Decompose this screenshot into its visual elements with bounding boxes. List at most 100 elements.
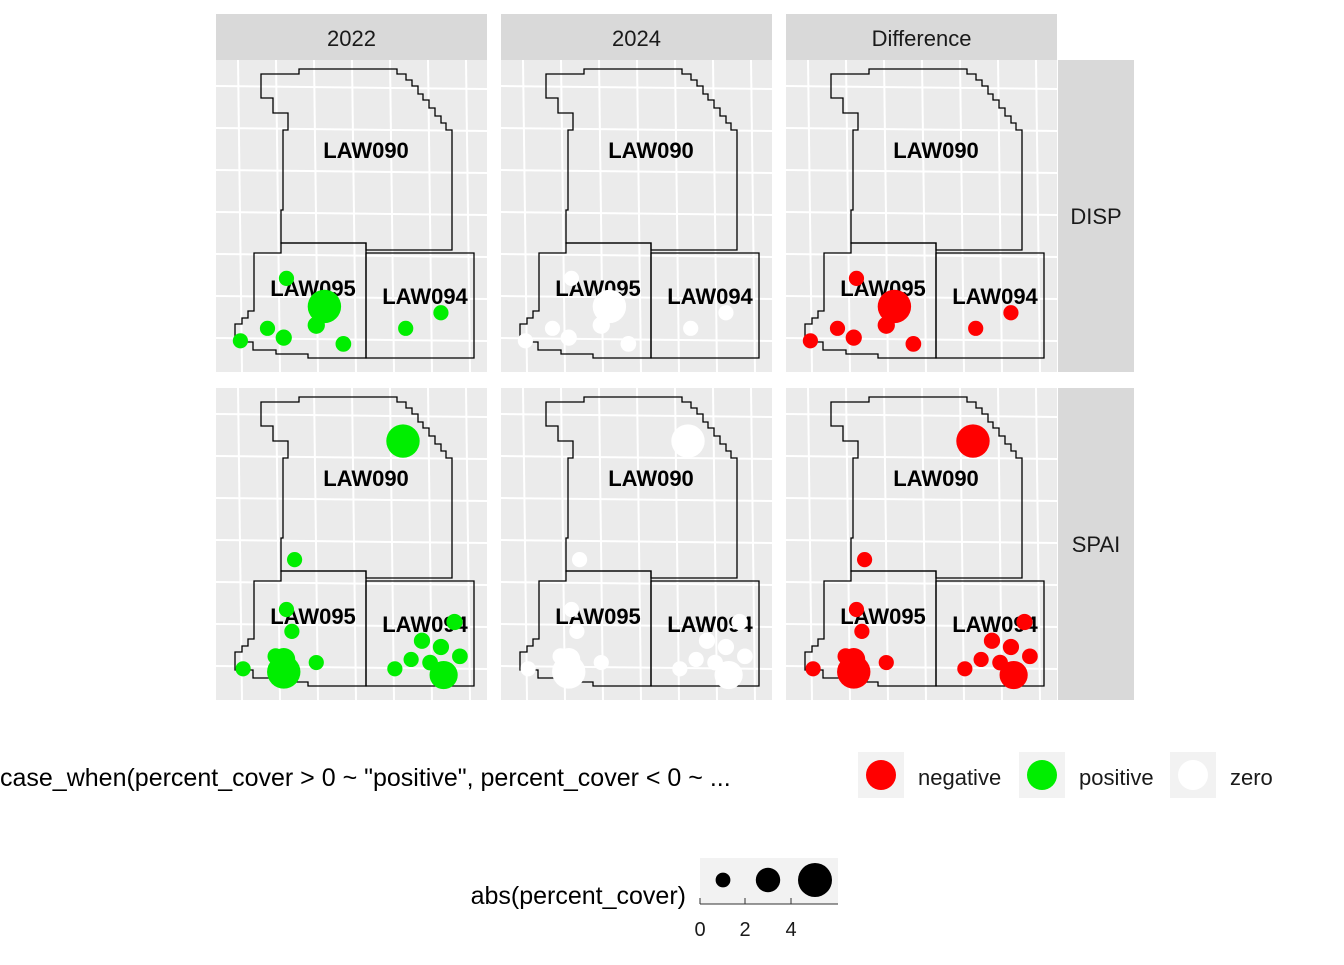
grid-line [560,59,566,373]
data-point [620,336,637,352]
data-point [560,329,577,346]
grid-line [215,455,488,460]
grid-line [500,539,773,544]
legend-label: positive [1079,765,1154,790]
data-point [403,651,419,668]
data-point [544,320,561,336]
plot-outline-law094 [650,252,760,359]
grid-line [750,59,756,373]
plot-label: LAW090 [893,466,979,491]
data-point [232,333,248,349]
grid-line [785,623,1058,628]
grid-line [674,59,680,373]
grid-line [215,539,488,544]
plot-label: LAW094 [382,284,468,309]
grid-line [215,211,488,216]
plot-outline-law095 [519,570,652,687]
grid-line [351,59,357,373]
grid-line [785,211,1058,216]
color-legend-title: case_when(percent_cover > 0 ~ "positive"… [0,764,731,792]
grid-line [465,387,471,701]
grid-line [522,59,528,373]
panel-background [501,388,772,700]
column-strip-label: 2024 [612,26,661,51]
data-point [563,270,580,286]
grid-line [522,387,528,701]
grid-line [500,623,773,628]
data-point [805,661,821,677]
data-point [432,638,450,656]
plot-outline-law094 [935,580,1045,687]
grid-line [215,169,488,174]
data-point [968,320,984,336]
grid-line [275,59,281,373]
data-point [1022,648,1038,665]
grid-line [500,127,773,132]
grid-line [785,337,1058,342]
grid-line [500,211,773,216]
row-strip [1058,60,1134,372]
panel-background [786,60,1057,372]
column-strip [216,14,487,60]
grid-line [997,59,1003,373]
row-strip-label: DISP [1070,204,1121,229]
data-point [845,329,862,346]
data-point [683,320,699,336]
plot-outline-law094 [650,580,760,687]
grid-line [921,59,927,373]
grid-line [351,387,357,701]
data-point [731,613,748,631]
grid-line [845,59,851,373]
grid-line [500,253,773,258]
grid-line [598,387,604,701]
plot-outline-law095 [519,242,652,359]
data-point [973,651,989,668]
data-point [284,623,300,639]
grid-line [636,59,642,373]
data-point [671,424,705,458]
data-point [307,316,325,334]
grid-line [921,387,927,701]
data-point [267,655,301,689]
plot-outline-law094 [935,252,1045,359]
plot-outline-law090 [830,68,1023,251]
plot-label: LAW094 [952,284,1038,309]
grid-line [750,387,756,701]
size-legend-dot [755,867,781,893]
grid-line [427,59,433,373]
grid-line [500,455,773,460]
data-point [520,661,536,677]
legend-label: negative [918,765,1001,790]
column-strip-label: Difference [872,26,972,51]
grid-line [465,59,471,373]
size-legend-tick-label: 0 [694,919,705,941]
grid-line [215,253,488,258]
grid-line [1035,387,1041,701]
data-point [856,552,873,568]
grid-line [959,59,965,373]
data-point [235,661,251,677]
plot-outline-law095 [804,570,937,687]
grid-line [215,337,488,342]
data-point [837,655,871,689]
data-point [905,336,922,352]
size-legend-dot [798,863,832,897]
plot-label: LAW090 [893,138,979,163]
plot-outline-law090 [545,396,738,579]
data-point [1002,638,1020,656]
grid-line [500,581,773,586]
size-legend-title: abs(percent_cover) [471,882,686,910]
grid-line [500,497,773,502]
panel-background [501,60,772,372]
data-point [848,270,865,286]
panel-background [216,60,487,372]
data-point [278,601,295,618]
legend-key-positive [1027,760,1057,790]
grid-line [785,539,1058,544]
data-point [569,623,585,639]
data-point [878,654,894,671]
